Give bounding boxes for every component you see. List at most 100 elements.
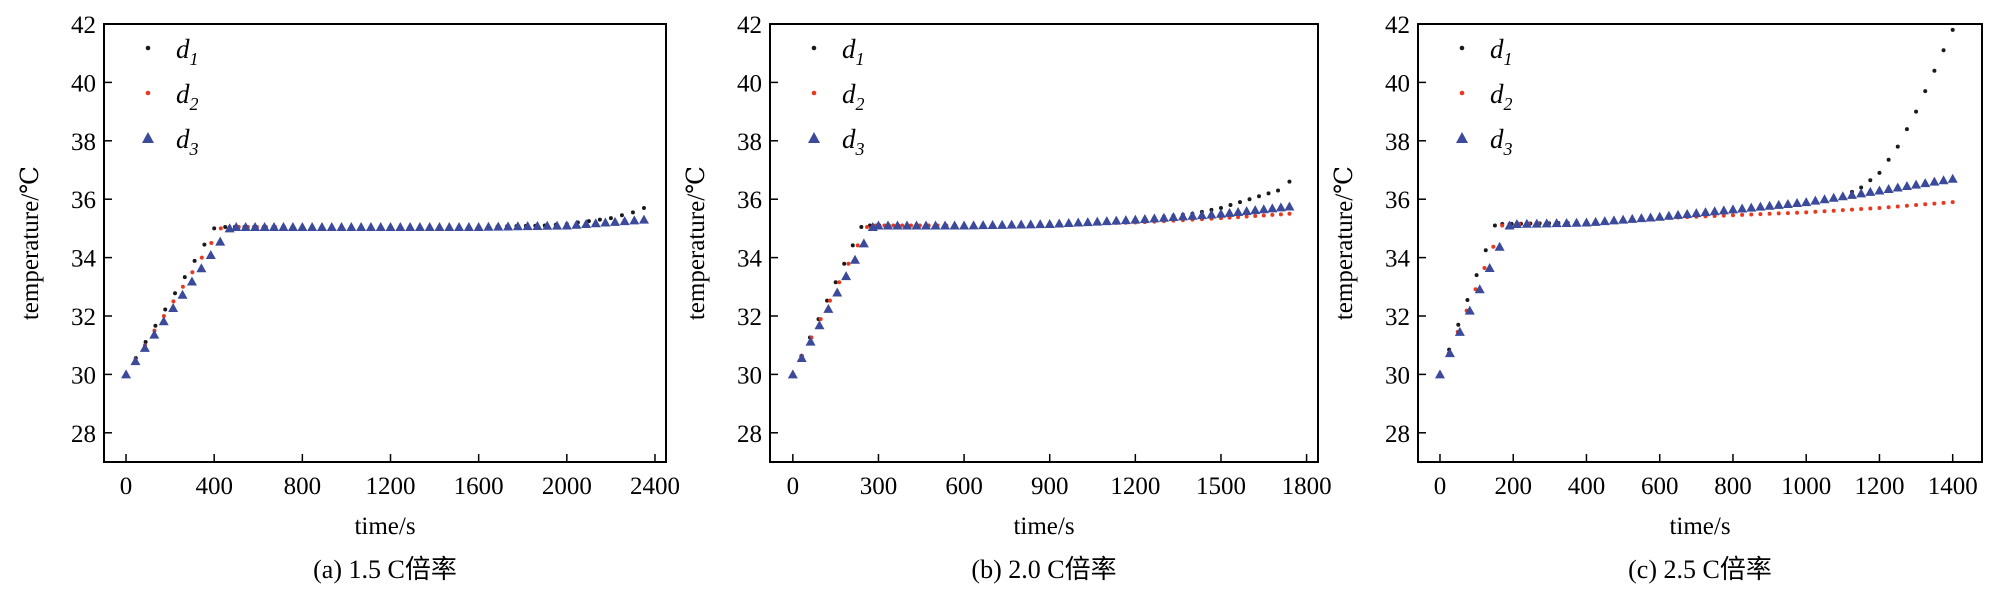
data-point-d3: [336, 221, 347, 231]
data-point-d3: [1608, 215, 1619, 225]
x-axis-title: time/s: [1669, 513, 1730, 540]
y-tick-label: 30: [71, 362, 96, 389]
data-point-d3: [130, 356, 141, 366]
data-point-d3: [316, 221, 327, 231]
data-point-d2: [1253, 213, 1258, 218]
data-point-d1: [202, 242, 207, 247]
data-point-d3: [186, 276, 197, 286]
data-point-d3: [1101, 216, 1112, 226]
x-tick-label: 400: [195, 473, 233, 500]
legend-label-subscript: 2: [190, 94, 199, 114]
data-point-d3: [1149, 213, 1160, 223]
legend-label-name: d: [842, 34, 856, 64]
plot-frame: [1417, 23, 1983, 463]
data-point-d3: [1454, 326, 1465, 336]
y-axis-title: temperature/℃: [1331, 166, 1358, 320]
data-point-d3: [1654, 211, 1665, 221]
legend-label-subscript: 2: [856, 94, 865, 114]
data-point-d3: [1484, 263, 1495, 273]
data-point-d3: [346, 221, 357, 231]
data-point-d2: [1287, 211, 1292, 216]
legend-label: d2: [176, 79, 199, 114]
y-tick-label: 40: [737, 70, 762, 97]
data-point-d3: [365, 221, 376, 231]
data-point-d3: [997, 219, 1008, 229]
legend-label: d1: [1490, 34, 1513, 69]
data-point-d3: [414, 221, 425, 231]
x-tick-label: 1000: [1781, 473, 1831, 500]
data-point-d3: [483, 221, 494, 231]
data-point-d2: [855, 243, 860, 248]
data-point-d3: [1258, 204, 1269, 214]
data-point-d1: [1483, 248, 1488, 253]
data-point-d3: [1082, 217, 1093, 227]
data-point-d3: [149, 329, 160, 339]
legend-label-subscript: 3: [189, 139, 199, 159]
data-point-d3: [1792, 198, 1803, 208]
legend-label: d3: [176, 124, 199, 159]
x-axis-title: time/s: [1013, 513, 1074, 540]
data-point-d3: [1092, 216, 1103, 226]
y-tick-label: 32: [1385, 304, 1410, 331]
data-point-d3: [250, 221, 261, 231]
data-point-d3: [1215, 208, 1226, 218]
data-point-d2: [837, 280, 842, 285]
data-point-d2: [171, 299, 176, 304]
plot-frame: [769, 23, 1319, 463]
y-tick-label: 30: [1385, 362, 1410, 389]
legend-label-subscript: 3: [1503, 139, 1513, 159]
data-point-d3: [600, 217, 611, 227]
legend-label: d3: [842, 124, 865, 159]
data-point-d3: [1737, 203, 1748, 213]
y-tick-label: 42: [71, 12, 96, 39]
data-point-d2: [1500, 223, 1505, 228]
data-point-d3: [1709, 206, 1720, 216]
data-point-d3: [463, 221, 474, 231]
data-point-d3: [787, 369, 798, 379]
x-tick-label: 800: [284, 473, 322, 500]
data-point-d3: [503, 221, 514, 231]
y-tick-label: 28: [71, 421, 96, 448]
data-point-d3: [1158, 212, 1169, 222]
y-axis-title: temperature/℃: [683, 166, 710, 320]
data-point-d2: [190, 270, 195, 275]
data-point-d2: [218, 226, 223, 231]
legend-marker-dot: [811, 45, 817, 51]
x-tick-label: 2000: [542, 473, 592, 500]
data-point-d1: [1886, 157, 1891, 162]
data-point-d3: [1883, 183, 1894, 193]
legend-label-subscript: 1: [1504, 49, 1513, 69]
legend-label: d2: [1490, 79, 1513, 114]
data-point-d3: [619, 216, 630, 226]
data-point-d2: [1914, 203, 1919, 208]
x-tick-label: 600: [945, 473, 983, 500]
legend-label: d1: [176, 34, 199, 69]
data-point-d3: [1773, 199, 1784, 209]
data-point-d1: [1941, 48, 1946, 53]
legend-label-name: d: [842, 79, 856, 109]
series-d2: [124, 217, 646, 377]
data-point-d2: [1804, 210, 1809, 215]
data-point-d3: [1727, 204, 1738, 214]
data-point-d2: [846, 261, 851, 266]
data-point-d3: [1682, 208, 1693, 218]
data-point-d2: [1740, 212, 1745, 217]
data-point-d1: [1492, 223, 1497, 228]
data-point-d3: [168, 303, 179, 313]
data-layer: [121, 205, 649, 379]
y-tick-label: 34: [71, 246, 97, 273]
data-point-d3: [512, 221, 523, 231]
data-point-d1: [825, 298, 830, 303]
data-point-d3: [158, 316, 169, 326]
y-tick-label: 42: [737, 12, 762, 39]
data-point-d3: [1874, 185, 1885, 195]
data-point-d3: [1474, 284, 1485, 294]
data-point-d3: [629, 215, 640, 225]
data-point-d3: [1111, 215, 1122, 225]
data-point-d2: [1776, 211, 1781, 216]
data-point-d1: [1287, 179, 1292, 184]
legend-label-name: d: [1490, 34, 1504, 64]
data-point-d1: [1868, 178, 1873, 183]
legend-marker-dot: [145, 45, 151, 51]
